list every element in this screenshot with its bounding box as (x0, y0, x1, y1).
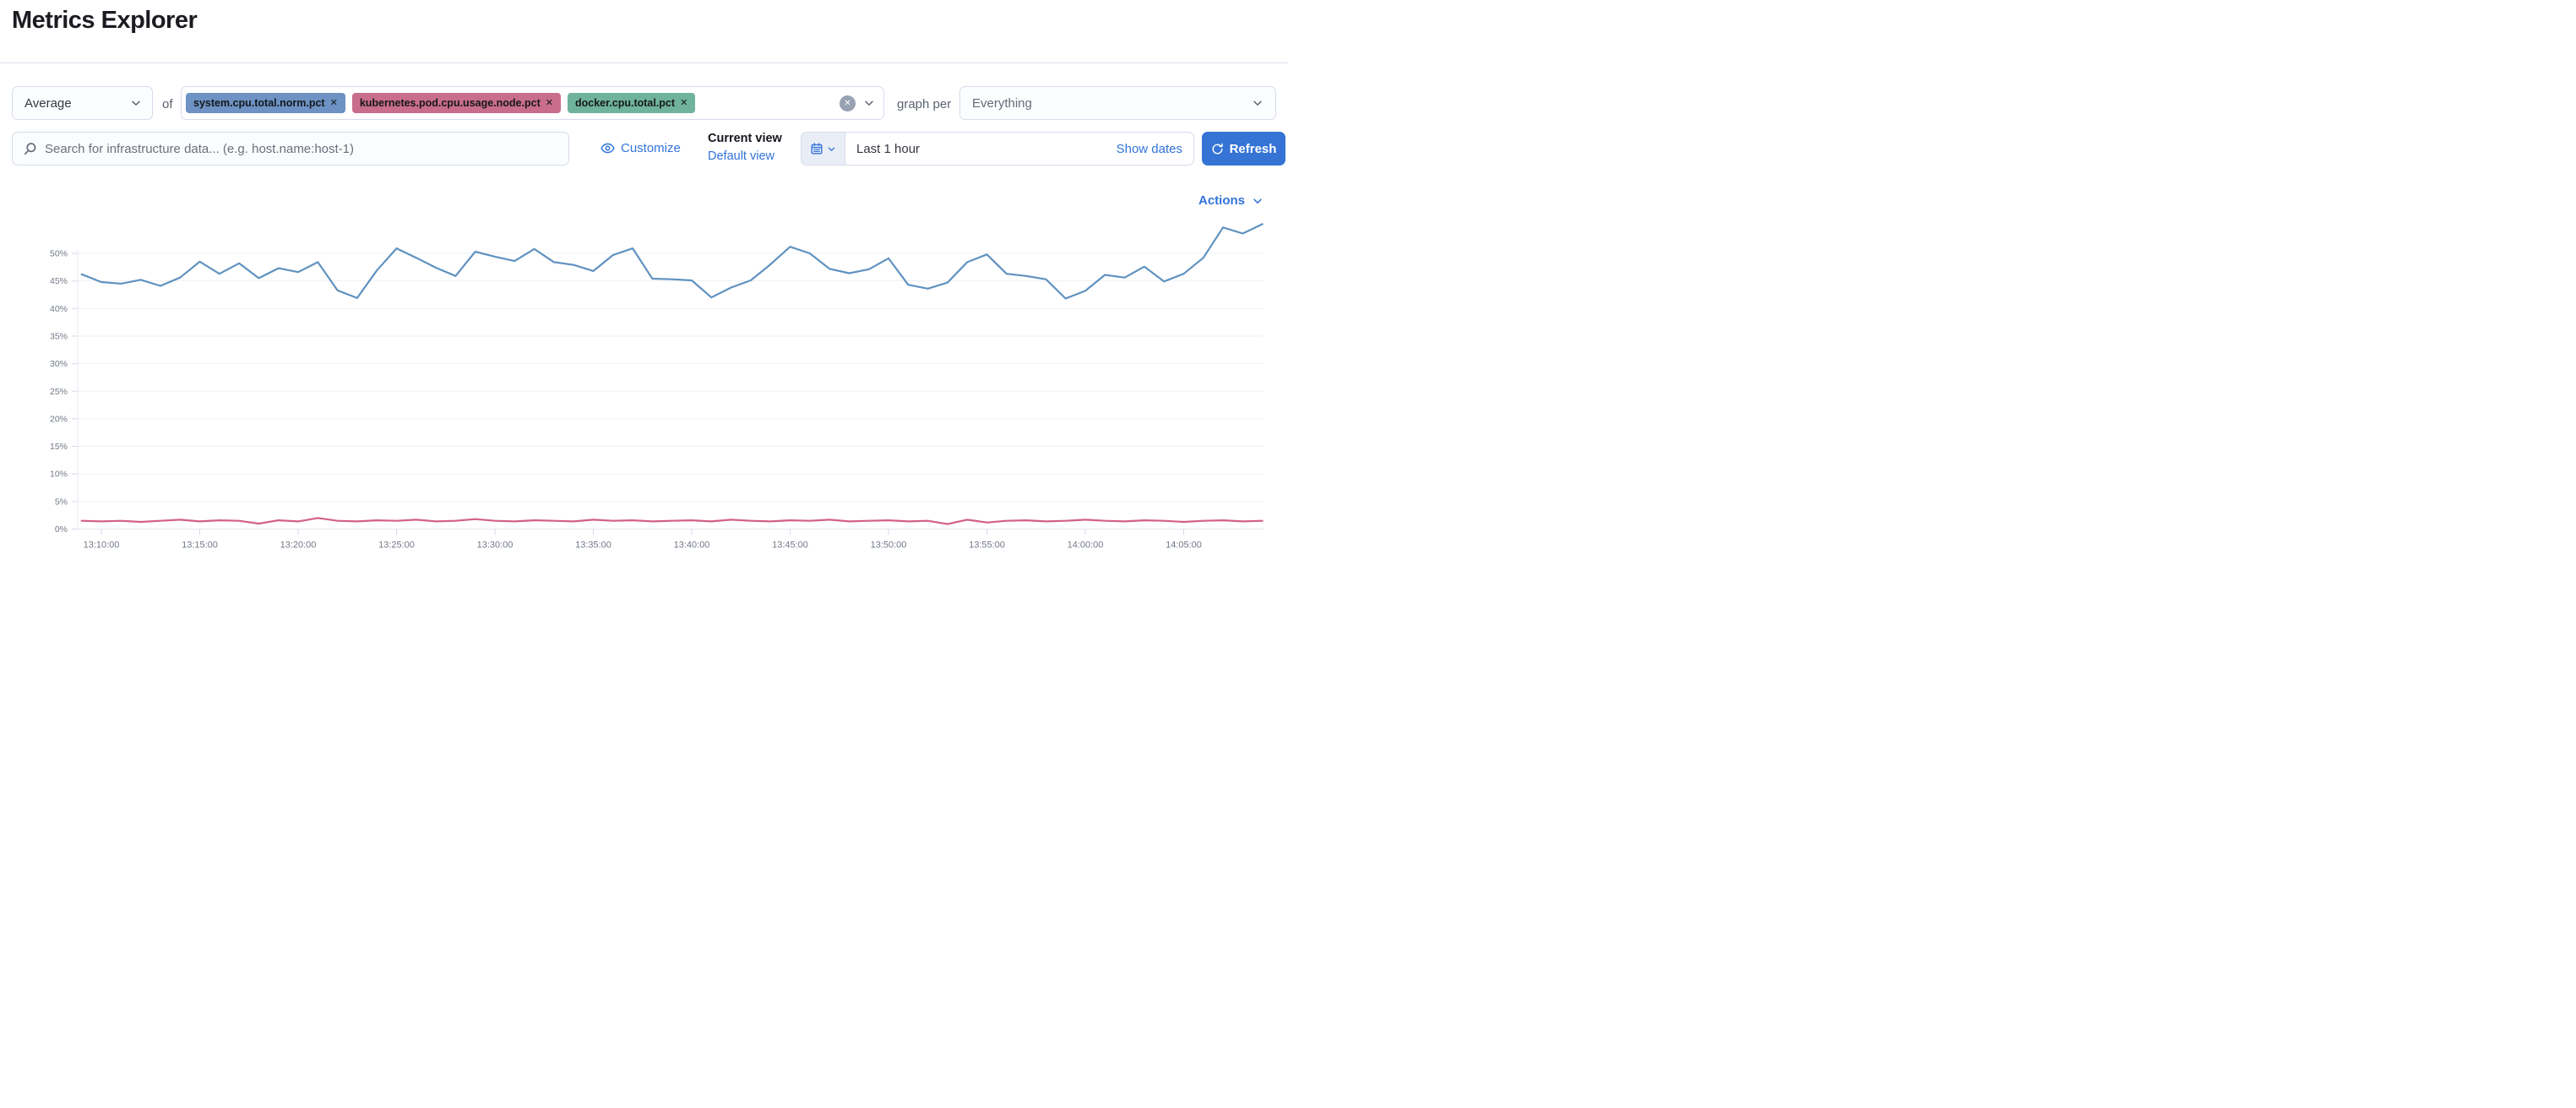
metric-pill[interactable]: docker.cpu.total.pct ✕ (567, 93, 696, 113)
clear-all-metrics-button[interactable]: ✕ (840, 95, 856, 111)
eye-icon (601, 143, 615, 154)
chevron-down-icon (132, 100, 140, 106)
svg-text:14:00:00: 14:00:00 (1068, 540, 1104, 551)
chevron-down-icon (1253, 198, 1262, 204)
refresh-label: Refresh (1229, 141, 1277, 156)
chevron-down-icon (1253, 100, 1262, 106)
refresh-icon (1212, 143, 1223, 154)
search-icon (24, 142, 36, 155)
svg-text:15%: 15% (50, 442, 68, 452)
svg-text:25%: 25% (50, 387, 68, 397)
series-lines (80, 223, 1264, 525)
svg-text:13:10:00: 13:10:00 (84, 540, 120, 551)
page-title: Metrics Explorer (12, 7, 198, 34)
metric-pill[interactable]: kubernetes.pod.cpu.usage.node.pct ✕ (351, 93, 561, 113)
search-input[interactable] (45, 141, 558, 156)
view-switcher: Current view Default view (708, 130, 782, 166)
aggregation-value: Average (24, 95, 72, 111)
svg-text:20%: 20% (50, 414, 68, 424)
quick-select-button[interactable] (802, 133, 845, 165)
svg-text:13:55:00: 13:55:00 (969, 540, 1005, 551)
svg-text:10%: 10% (50, 470, 68, 480)
group-by-select[interactable]: Everything (959, 86, 1276, 120)
svg-text:13:50:00: 13:50:00 (871, 540, 907, 551)
metric-pill[interactable]: system.cpu.total.norm.pct ✕ (186, 93, 345, 113)
metrics-chart[interactable]: 0% 5% 10% 15% 20% 25% 30% 35% 40% 45% 50% 13:10:00 1… (0, 208, 1288, 554)
chevron-down-icon (828, 147, 835, 151)
svg-text:14:05:00: 14:05:00 (1166, 540, 1202, 551)
remove-metric-icon[interactable]: ✕ (680, 97, 688, 108)
metrics-chart-svg[interactable]: 0%5%10%15%20%25%30%35%40%45%50%13:10:00 1… (0, 208, 1288, 554)
svg-text:13:15:00: 13:15:00 (182, 540, 218, 551)
svg-text:13:45:00: 13:45:00 (772, 540, 808, 551)
svg-text:13:20:00: 13:20:00 (280, 540, 317, 551)
metric-pill-list: system.cpu.total.norm.pct ✕ kubernetes.p… (186, 93, 840, 113)
calendar-icon (811, 143, 823, 155)
svg-text:50%: 50% (50, 249, 68, 259)
graph-per-label: graph per (897, 97, 952, 111)
of-label: of (162, 97, 173, 111)
svg-text:13:40:00: 13:40:00 (674, 540, 710, 551)
refresh-button[interactable]: Refresh (1202, 132, 1285, 166)
svg-text:0%: 0% (55, 524, 68, 535)
customize-label: Customize (621, 141, 681, 155)
time-range-display[interactable]: Last 1 hour (856, 141, 921, 156)
svg-text:13:30:00: 13:30:00 (477, 540, 514, 551)
actions-label: Actions (1198, 193, 1245, 208)
metrics-combobox[interactable]: system.cpu.total.norm.pct ✕ kubernetes.p… (181, 86, 884, 120)
grid-lines (78, 253, 1264, 530)
default-view-link[interactable]: Default view (708, 149, 774, 163)
series-system.cpu.total.norm.pct (80, 223, 1264, 300)
date-picker: Last 1 hour Show dates (801, 132, 1194, 166)
y-axis: 0% 5% 10% 15% 20% 25% 30% 35% 40% 45% 50% (50, 249, 79, 535)
x-axis: 13:10:00 13:15:00 13:20:00 13:25:00 13:30:00… (84, 529, 1202, 551)
search-field (12, 132, 569, 166)
remove-metric-icon[interactable]: ✕ (329, 97, 338, 108)
aggregation-select[interactable]: Average (12, 86, 153, 120)
svg-text:13:35:00: 13:35:00 (575, 540, 611, 551)
metric-pill-label: system.cpu.total.norm.pct (193, 97, 325, 109)
svg-text:30%: 30% (50, 359, 68, 369)
metric-pill-label: kubernetes.pod.cpu.usage.node.pct (359, 97, 541, 109)
group-by-value: Everything (972, 95, 1032, 111)
actions-menu-button[interactable]: Actions (1198, 193, 1264, 208)
metric-pill-label: docker.cpu.total.pct (574, 97, 676, 109)
chevron-down-icon[interactable] (863, 97, 875, 109)
show-dates-link[interactable]: Show dates (1116, 141, 1182, 156)
svg-text:45%: 45% (50, 276, 68, 286)
current-view-label: Current view (708, 132, 782, 145)
svg-text:13:25:00: 13:25:00 (378, 540, 415, 551)
svg-text:5%: 5% (55, 497, 68, 507)
series-kubernetes.pod.cpu.usage.node.pct (80, 517, 1264, 525)
header-divider (0, 62, 1288, 63)
customize-link[interactable]: Customize (601, 141, 681, 155)
svg-text:40%: 40% (50, 304, 68, 314)
svg-text:35%: 35% (50, 331, 68, 341)
remove-metric-icon[interactable]: ✕ (545, 97, 553, 108)
metrics-explorer-page: Metrics Explorer Average of system.cpu.t… (0, 0, 1288, 554)
